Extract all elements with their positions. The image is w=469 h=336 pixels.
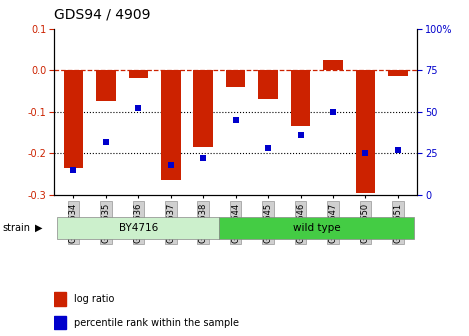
Bar (129, 70, 148, 78)
Text: percentile rank within the sample: percentile rank within the sample (74, 318, 239, 328)
Text: log ratio: log ratio (74, 294, 114, 304)
Text: strain: strain (2, 223, 30, 233)
Bar (194, 70, 213, 147)
Text: BY4716: BY4716 (119, 223, 158, 233)
Bar (388, 70, 408, 76)
Bar (258, 70, 278, 99)
Point (329, 109, 337, 114)
Bar (226, 70, 245, 87)
Bar (356, 70, 375, 193)
Point (70, 167, 77, 173)
Point (135, 106, 142, 111)
Point (167, 162, 174, 168)
Text: wild type: wild type (293, 223, 340, 233)
Point (265, 145, 272, 151)
Point (232, 117, 239, 123)
Bar (64, 70, 83, 168)
Point (362, 151, 369, 156)
Point (394, 147, 401, 153)
Bar (54, 292, 66, 305)
Bar (54, 316, 66, 329)
Bar (291, 70, 310, 126)
Bar (57, 217, 219, 239)
Bar (323, 60, 343, 70)
Point (297, 132, 304, 138)
Point (199, 156, 207, 161)
Point (102, 139, 110, 144)
Text: GDS94 / 4909: GDS94 / 4909 (54, 8, 151, 22)
Bar (219, 217, 414, 239)
Bar (161, 70, 181, 180)
Bar (96, 70, 115, 101)
Text: ▶: ▶ (35, 223, 43, 233)
